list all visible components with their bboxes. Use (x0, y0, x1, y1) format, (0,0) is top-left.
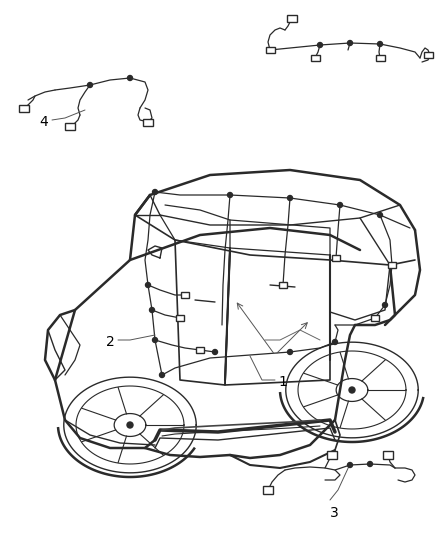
Circle shape (149, 308, 155, 312)
FancyBboxPatch shape (287, 14, 297, 21)
FancyBboxPatch shape (383, 451, 393, 459)
Circle shape (212, 350, 218, 354)
Circle shape (159, 373, 165, 377)
FancyBboxPatch shape (65, 123, 75, 130)
Circle shape (227, 192, 233, 198)
Circle shape (332, 340, 338, 344)
Circle shape (127, 422, 133, 428)
Circle shape (349, 387, 355, 393)
FancyBboxPatch shape (196, 347, 204, 353)
Circle shape (378, 42, 382, 46)
FancyBboxPatch shape (19, 104, 29, 111)
FancyBboxPatch shape (181, 292, 189, 298)
FancyBboxPatch shape (279, 282, 287, 288)
FancyBboxPatch shape (375, 55, 385, 61)
FancyBboxPatch shape (263, 486, 273, 494)
Circle shape (88, 83, 92, 87)
Circle shape (382, 303, 388, 308)
FancyBboxPatch shape (265, 47, 275, 53)
Circle shape (347, 463, 353, 467)
FancyBboxPatch shape (388, 262, 396, 268)
Circle shape (367, 462, 372, 466)
Circle shape (145, 282, 151, 287)
Text: 1: 1 (278, 375, 287, 389)
Circle shape (378, 213, 382, 217)
FancyBboxPatch shape (332, 255, 340, 261)
FancyBboxPatch shape (311, 55, 319, 61)
Circle shape (152, 337, 158, 343)
Circle shape (287, 196, 293, 200)
FancyBboxPatch shape (143, 118, 153, 125)
Circle shape (318, 43, 322, 47)
Circle shape (338, 203, 343, 207)
FancyBboxPatch shape (371, 315, 379, 321)
Text: 4: 4 (39, 115, 48, 129)
Circle shape (127, 76, 133, 80)
Circle shape (347, 41, 353, 45)
FancyBboxPatch shape (424, 52, 432, 58)
Circle shape (287, 350, 293, 354)
FancyBboxPatch shape (176, 315, 184, 321)
Circle shape (152, 190, 158, 195)
FancyBboxPatch shape (327, 451, 337, 459)
Text: 3: 3 (330, 506, 339, 520)
Text: 2: 2 (106, 335, 115, 349)
